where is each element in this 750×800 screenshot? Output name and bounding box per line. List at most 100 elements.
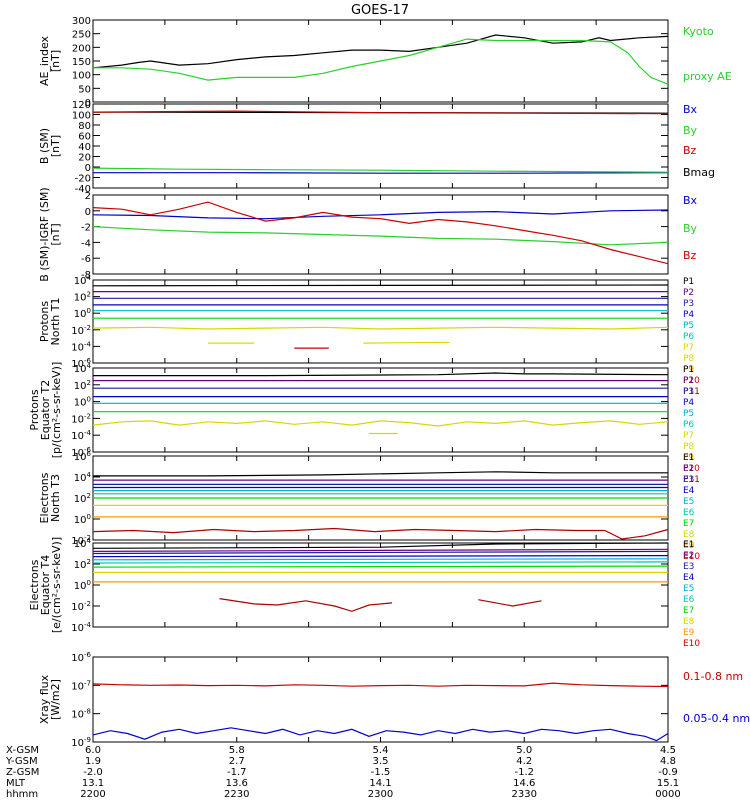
- legend-item-pn: P11: [683, 387, 700, 397]
- x-axis-value: -2.0: [83, 767, 103, 778]
- series-line-ee-e4: [92, 554, 669, 558]
- legend-item-en: E5: [683, 497, 694, 507]
- series-line-ee-e5: [92, 558, 669, 561]
- y-tick-label-bsm: -40: [75, 184, 91, 195]
- legend-item-pe: P10: [683, 464, 700, 474]
- legend-item-pe: P5: [683, 409, 694, 419]
- y-tick-label-pe: 102: [74, 379, 91, 392]
- legend-item-bsm: By: [683, 124, 698, 137]
- x-axis-row-label: MLT: [6, 778, 26, 789]
- legend-item-ee: E1: [683, 540, 694, 550]
- legend-item-ae: Themis AE: [682, 0, 741, 3]
- y-tick-label-xray: 10-6: [71, 651, 91, 664]
- legend-item-pn: P1: [683, 277, 694, 287]
- y-tick-label-pe: 104: [74, 362, 92, 375]
- legend-item-pn: P2: [683, 288, 694, 298]
- legend-item-pe: P6: [683, 420, 694, 430]
- legend-item-en: E2: [683, 464, 694, 474]
- legend-item-ee: E7: [683, 606, 694, 616]
- y-tick-label-ae: 100: [72, 71, 91, 82]
- panel-frame-bigrf: [92, 194, 669, 275]
- x-axis-value: 5.4: [373, 745, 389, 756]
- x-axis-value: 1.9: [85, 756, 101, 767]
- y-tick-label-en: 102: [74, 492, 91, 505]
- x-axis-row-label: Y-GSM: [5, 756, 38, 767]
- x-axis-value: 14.6: [513, 778, 535, 789]
- y-tick-label-bigrf: -8: [81, 270, 91, 281]
- y-tick-label-bsm: 40: [78, 142, 91, 153]
- x-axis-value: 4.2: [516, 756, 532, 767]
- legend-item-ee: E9: [683, 628, 695, 638]
- y-tick-label-bigrf: 2: [85, 191, 91, 202]
- series-line-ee-e3: [92, 550, 669, 555]
- y-tick-label-en: 10-2: [71, 534, 91, 547]
- panel-frame-bsm: [92, 103, 669, 189]
- y-axis-label-bsm: B (SM): [38, 128, 51, 164]
- y-tick-label-pn: 100: [74, 307, 91, 320]
- plot-title: GOES-17: [351, 3, 409, 18]
- y-tick-label-bsm: 0: [85, 163, 91, 174]
- legend-item-xray: 0.1-0.8 nm: [683, 670, 743, 683]
- legend-item-pe: P7: [683, 431, 694, 441]
- y-tick-label-bigrf: -6: [81, 254, 91, 265]
- legend-item-en: E4: [683, 486, 695, 496]
- y-tick-label-bsm: -20: [75, 174, 91, 185]
- legend-item-en: E3: [683, 475, 694, 485]
- y-tick-label-ae: 0: [85, 98, 91, 109]
- series-line-ee-e7: [92, 565, 669, 568]
- y-tick-label-ee: 10-2: [71, 600, 91, 613]
- legend-item-bigrf: By: [683, 222, 698, 235]
- legend-item-bsm: Bz: [683, 144, 697, 157]
- legend-item-ee: E2: [683, 551, 694, 561]
- y-tick-label-pn: 10-4: [71, 340, 91, 353]
- legend-item-en: E6: [683, 508, 695, 518]
- series-line-ee-e10b: [478, 599, 542, 607]
- legend-item-pn: P5: [683, 321, 694, 331]
- legend-item-en: E8: [683, 530, 695, 540]
- x-axis-value: -1.5: [371, 767, 391, 778]
- legend-item-bigrf: Bz: [683, 249, 697, 262]
- y-axis-label-pn: North T1: [49, 298, 62, 346]
- legend-item-ee: E4: [683, 573, 695, 583]
- y-axis-label-ee: [e/(cm²-s-sr-keV)]: [50, 537, 63, 633]
- x-axis-value: 13.6: [226, 778, 248, 789]
- y-tick-label-bigrf: -4: [81, 238, 91, 249]
- y-tick-label-bsm: 60: [78, 132, 91, 143]
- legend-item-bsm: Bmag: [683, 166, 715, 179]
- y-axis-label-en: North T3: [49, 474, 62, 522]
- series-line-en-e1: [93, 471, 668, 477]
- series-line-bsm-bz: [92, 110, 669, 115]
- legend-item-pn: P4: [683, 310, 694, 320]
- series-line-pn-p7: [92, 326, 669, 330]
- y-axis-label-ae: [nT]: [49, 50, 62, 72]
- x-axis-value: -1.2: [514, 767, 534, 778]
- y-axis-label-ee: Electrons: [28, 559, 41, 610]
- legend-item-pn: P7: [683, 343, 694, 353]
- y-tick-label-bsm: 20: [78, 153, 91, 164]
- y-tick-label-pn: 10-2: [71, 324, 91, 337]
- legend-item-pe: P4: [683, 398, 694, 408]
- y-tick-label-ee: 100: [74, 579, 91, 592]
- x-axis-value: 4.5: [660, 745, 676, 756]
- legend-item-pn: P10: [683, 376, 700, 386]
- x-axis-value: 14.1: [369, 778, 391, 789]
- y-tick-label-pe: 10-2: [71, 412, 91, 425]
- legend-item-bsm: Bx: [683, 103, 698, 116]
- series-line-pn-p9: [363, 341, 450, 344]
- y-axis-label-pe: [p/(cm²-s-sr-keV)]: [50, 362, 63, 459]
- y-tick-label-pe: 10-4: [71, 429, 91, 442]
- legend-item-pe: P9: [683, 453, 694, 463]
- y-tick-label-pn: 102: [74, 291, 91, 304]
- y-axis-label-bigrf: [nT]: [49, 223, 62, 245]
- x-axis-value: 0000: [655, 789, 680, 800]
- y-tick-label-bsm: 120: [72, 100, 91, 111]
- y-tick-label-pe: 100: [74, 396, 91, 409]
- y-tick-label-ee: 10-4: [71, 621, 91, 634]
- y-tick-label-en: 106: [74, 450, 92, 463]
- legend-item-en: E7: [683, 519, 694, 529]
- y-axis-label-ae: AE_index: [38, 35, 51, 86]
- x-axis-value: 2.7: [229, 756, 245, 767]
- legend-item-pe: P11: [683, 475, 700, 485]
- x-axis-value: 2330: [512, 789, 537, 800]
